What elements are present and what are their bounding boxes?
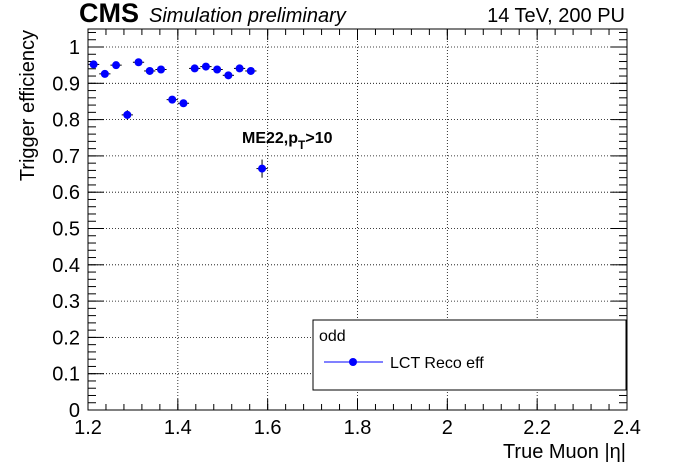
y-tick-label: 0.8 [52,110,80,132]
annotation-tail: >10 [305,130,332,147]
annotation-subscript: T [298,138,306,152]
y-tick-label: 0.6 [52,182,80,204]
y-tick-label: 0 [69,400,80,422]
data-point [245,66,257,75]
x-tick-label: 1.6 [254,417,282,439]
data-point [177,99,190,108]
y-tick-label: 0.1 [52,364,80,386]
data-point [200,62,212,71]
point-marker [134,58,143,67]
point-marker [224,71,233,80]
point-marker [235,64,244,73]
point-marker [168,95,177,104]
x-tick-label: 2.4 [613,417,641,439]
point-marker [89,60,98,69]
data-point [222,71,234,80]
y-axis-label: Trigger efficiency [17,30,39,181]
annotation-main: ME22,p [242,130,298,147]
x-tick-label: 2 [442,417,453,439]
point-marker [112,61,121,70]
data-point [121,110,133,120]
data-points [88,58,268,178]
cms-label: CMS [79,0,139,28]
y-tick-label: 0.5 [52,219,80,241]
y-tick-label: 0.9 [52,73,80,95]
y-tick-label: 1 [69,37,80,59]
grid-lines [88,29,627,410]
point-marker [201,62,210,71]
data-point [132,58,145,67]
data-point [99,69,111,78]
legend-entry-label: LCT Reco eff [390,355,484,372]
point-marker [145,66,154,75]
point-marker [258,164,267,173]
x-tick-label: 1.2 [74,417,102,439]
point-marker [190,64,199,73]
data-point [256,159,268,178]
legend-title: odd [319,328,346,345]
x-tick-label: 1.4 [164,417,192,439]
x-tick-label: 2.2 [523,417,551,439]
point-marker [156,65,165,74]
legend-marker [349,358,357,366]
y-tick-label: 0.3 [52,291,80,313]
legend-box [312,319,627,391]
data-point [166,95,178,104]
tick-labels: 1.2 1.4 1.6 1.8 2 2.2 2.4 0 0.1 0.2 0.3 0.4 0.5 0.6 0.… [52,37,641,439]
data-point [211,65,223,74]
point-marker [100,69,109,78]
point-marker [213,65,222,74]
y-tick-label: 0.7 [52,146,80,168]
x-axis-label: True Muon |η| [503,441,626,463]
simulation-status-label: Simulation preliminary [149,5,347,27]
data-point [189,64,201,73]
x-tick-label: 1.8 [344,417,372,439]
selection-annotation: ME22,pT>10 [242,130,333,152]
y-tick-label: 0.2 [52,327,80,349]
energy-pileup-label: 14 TeV, 200 PU [487,5,625,27]
y-tick-label: 0.4 [52,255,80,277]
point-marker [179,99,188,108]
point-marker [123,110,132,119]
point-marker [246,66,255,75]
data-point [233,64,246,73]
data-point [155,65,167,74]
data-point [88,60,100,69]
data-point [110,61,122,70]
data-point [144,66,156,75]
